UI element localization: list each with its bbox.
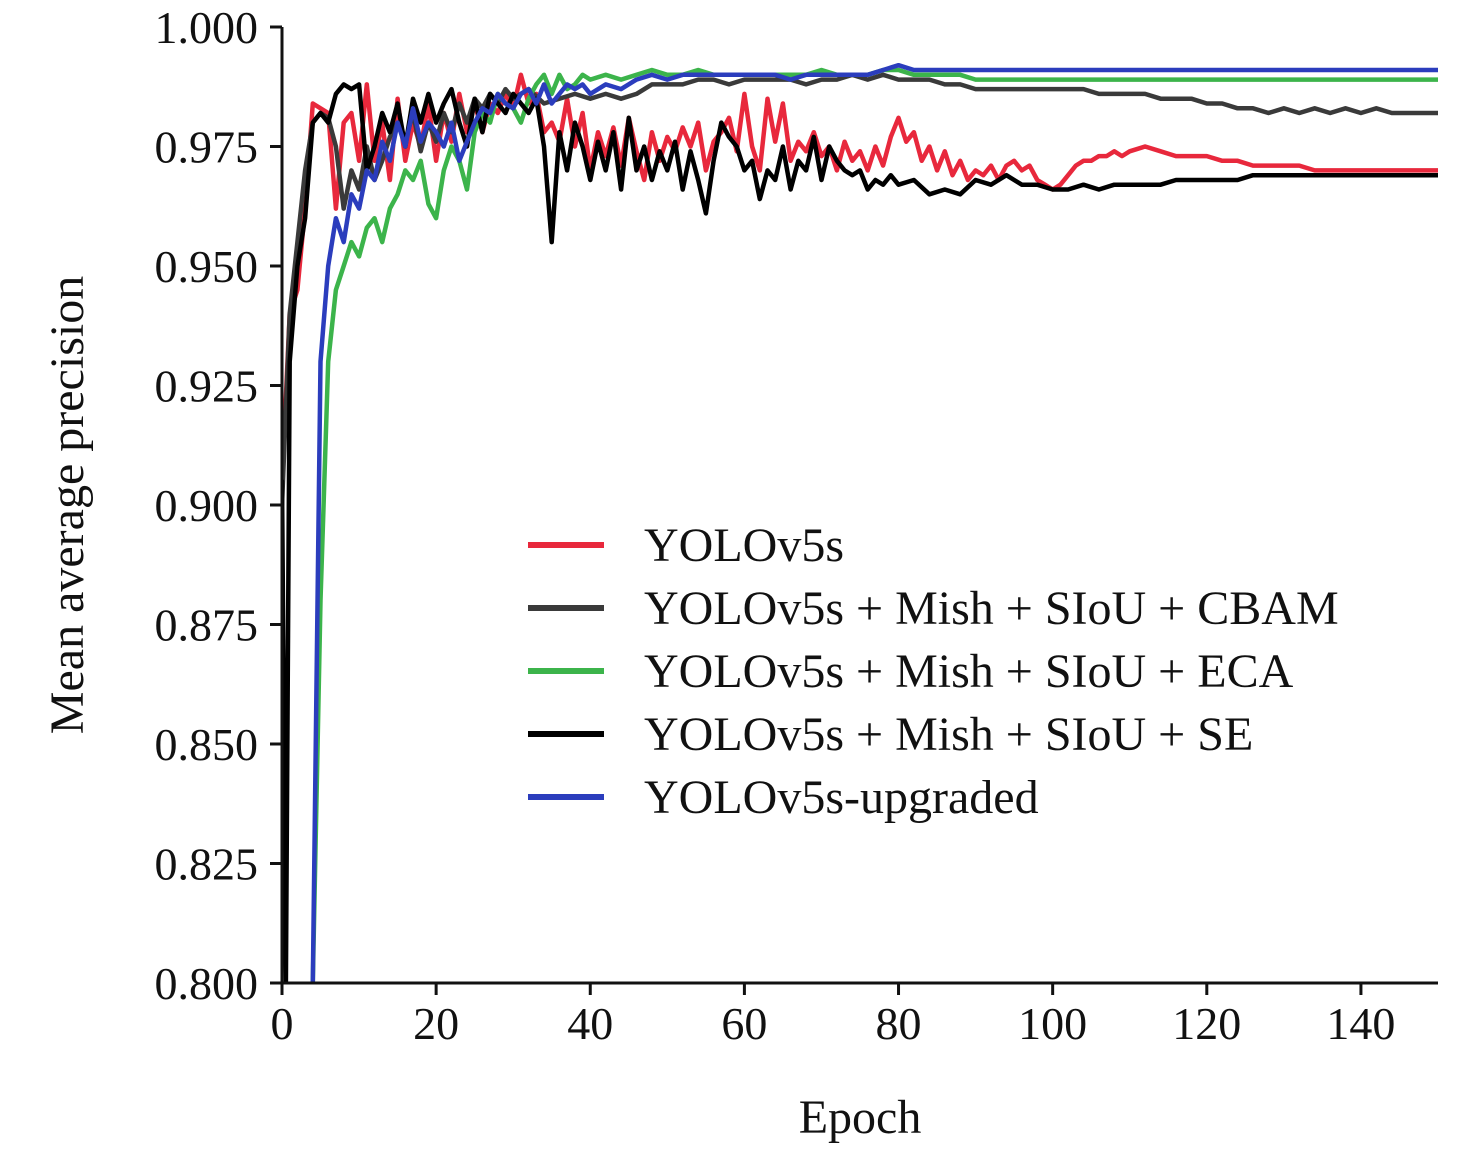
x-ticks: 0 20 40 60 80 100 120 140	[271, 983, 1395, 1049]
legend-item: YOLOv5s + Mish + SIoU + SE	[528, 708, 1253, 761]
x-tick-label: 80	[876, 998, 922, 1049]
x-tick-label: 20	[413, 998, 459, 1049]
x-tick-label: 0	[271, 998, 294, 1049]
series-layer	[282, 62, 1438, 983]
y-tick-label: 0.950	[155, 241, 259, 292]
x-tick-label: 60	[721, 998, 767, 1049]
legend-item: YOLOv5s	[528, 519, 844, 572]
legend-label: YOLOv5s + Mish + SIoU + CBAM	[644, 582, 1339, 635]
legend-label: YOLOv5s + Mish + SIoU + ECA	[644, 645, 1294, 698]
y-tick-label: 0.800	[155, 958, 259, 1009]
legend: YOLOv5s YOLOv5s + Mish + SIoU + CBAM YOLOv…	[528, 519, 1339, 824]
y-axis-title: Mean average precision	[41, 276, 94, 734]
legend-item: YOLOv5s + Mish + SIoU + ECA	[528, 645, 1294, 698]
legend-label: YOLOv5s + Mish + SIoU + SE	[644, 708, 1253, 761]
y-tick-label: 1.000	[155, 2, 259, 53]
y-ticks: 0.800 0.825 0.850 0.875 0.900 0.925 0.950 0.975…	[155, 2, 282, 1009]
legend-label: YOLOv5s-upgraded	[644, 771, 1039, 824]
x-tick-label: 40	[567, 998, 613, 1049]
y-tick-label: 0.975	[155, 122, 259, 173]
x-tick-label: 140	[1326, 998, 1395, 1049]
y-tick-label: 0.875	[155, 600, 259, 651]
legend-label: YOLOv5s	[644, 519, 844, 572]
y-tick-label: 0.925	[155, 361, 259, 412]
y-tick-label: 0.900	[155, 480, 259, 531]
y-tick-label: 0.850	[155, 719, 259, 770]
series-line-yolov5s-mish-siou-se	[282, 82, 1438, 983]
x-axis-title: Epoch	[799, 1091, 922, 1144]
series-line-yolov5s-mish-siou-eca	[310, 67, 1438, 983]
series-line-yolov5s-upgraded	[310, 62, 1438, 983]
x-tick-label: 100	[1018, 998, 1087, 1049]
legend-item: YOLOv5s + Mish + SIoU + CBAM	[528, 582, 1339, 635]
x-tick-label: 120	[1172, 998, 1241, 1049]
y-tick-label: 0.825	[155, 839, 259, 890]
legend-item: YOLOv5s-upgraded	[528, 771, 1039, 824]
